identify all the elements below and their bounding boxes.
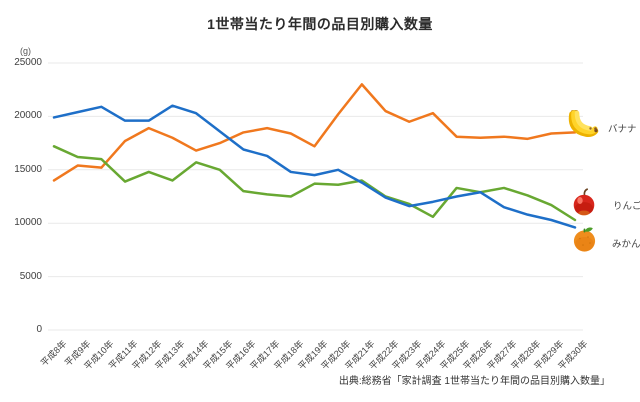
source-citation: 出典:総務省「家計調査 1世帯当たり年間の品目別購入数量」 xyxy=(338,376,610,387)
chart-title: 1世帯当たり年間の品目別購入数量 xyxy=(207,16,433,32)
legend-item-apple: りんご xyxy=(571,188,640,222)
mikan-icon xyxy=(573,227,596,252)
series-line-みかん xyxy=(52,104,577,229)
banana-icon xyxy=(568,110,599,138)
y-axis-tick-label: 5000 xyxy=(19,270,42,282)
y-axis-tick-label: 10000 xyxy=(14,217,42,229)
apple-icon xyxy=(573,188,595,216)
y-axis-tick-label: 0 xyxy=(36,324,42,335)
y-axis-tick-label: 20000 xyxy=(14,110,42,122)
series-line-りんご xyxy=(52,145,577,222)
legend-item-banana: バナナ xyxy=(563,109,637,148)
series-line-バナナ xyxy=(52,83,577,182)
legend-label-apple: りんご xyxy=(613,201,640,212)
legend-label-banana: バナナ xyxy=(608,124,637,135)
y-axis-tick-label: 25000 xyxy=(14,57,42,68)
y-axis-tick-label: 15000 xyxy=(14,163,42,175)
legend-item-mikan: みかん xyxy=(570,225,640,258)
legend-label-mikan: みかん xyxy=(612,239,640,250)
y-axis-unit-label: (g) xyxy=(20,46,31,56)
